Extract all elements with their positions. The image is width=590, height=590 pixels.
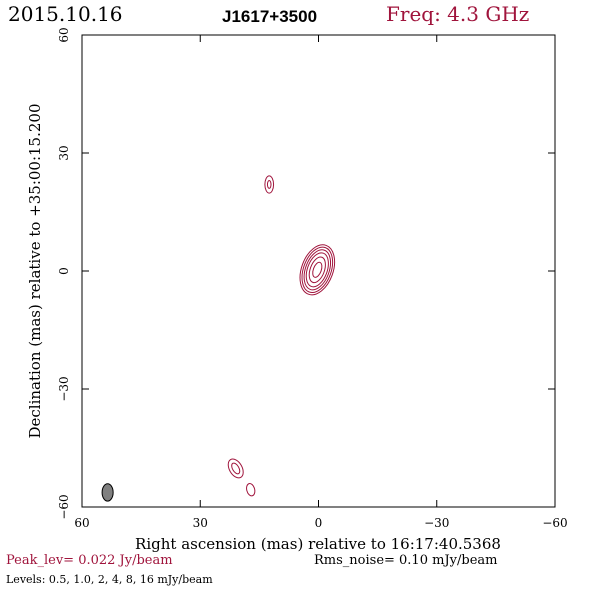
y-tick-label: 60 (57, 27, 71, 42)
contour-levels: Levels: 0.5, 1.0, 2, 4, 8, 16 mJy/beam (6, 573, 213, 586)
contour-line (312, 261, 323, 278)
contour-line (266, 180, 272, 189)
contour-line (246, 483, 256, 497)
plot-frame (81, 34, 556, 508)
y-tick-label: −60 (57, 494, 71, 519)
peak-level: Peak_lev= 0.022 Jy/beam (6, 553, 173, 568)
frequency-label: Freq: 4.3 GHz (386, 2, 530, 26)
rms-noise: Rms_noise= 0.10 mJy/beam (314, 553, 498, 568)
x-axis-label: Right ascension (mas) relative to 16:17:… (135, 535, 501, 553)
contour-layer (227, 175, 336, 497)
beam-ellipse (101, 483, 114, 502)
contour-line (227, 458, 244, 479)
contour-line (305, 252, 329, 288)
y-axis-label: Declination (mas) relative to +35:00:15.… (26, 103, 44, 438)
x-tick-label: 60 (74, 516, 89, 530)
contour-line (301, 246, 334, 293)
x-tick-label: 0 (315, 516, 323, 530)
contour-line (299, 244, 336, 296)
x-tick-label: −60 (542, 516, 567, 530)
contour-line (264, 175, 275, 194)
tick-marks (81, 34, 556, 508)
x-tick-label: −30 (424, 516, 449, 530)
contour-line (231, 462, 241, 475)
source-name: J1617+3500 (222, 7, 318, 26)
observation-date: 2015.10.16 (8, 2, 123, 26)
y-tick-label: 0 (57, 267, 71, 275)
y-tick-label: 30 (57, 145, 71, 160)
x-tick-label: 30 (193, 516, 208, 530)
y-tick-label: −30 (57, 376, 71, 401)
beam-layer (101, 483, 114, 502)
contour-line (303, 249, 332, 291)
contour-line (308, 256, 326, 284)
